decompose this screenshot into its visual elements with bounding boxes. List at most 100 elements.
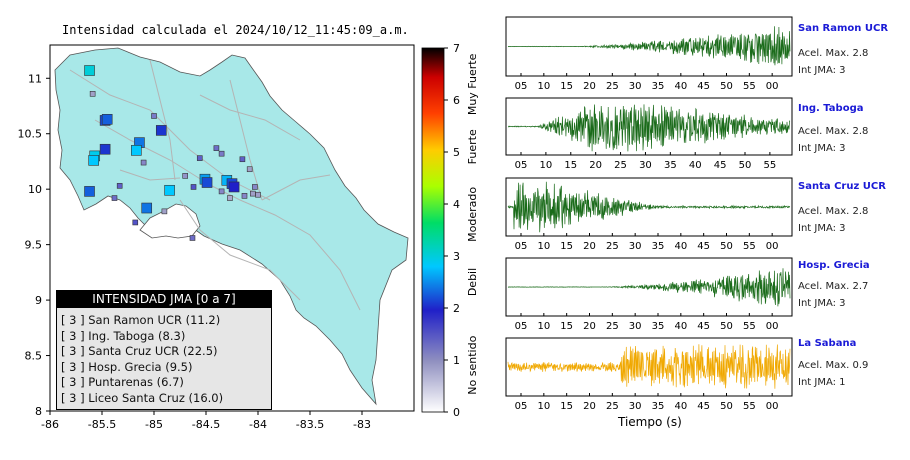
station-marker (161, 208, 168, 215)
time-tick-label: 20 (583, 241, 596, 252)
time-tick-label: 10 (537, 321, 550, 332)
colorbar-tick-label: 2 (453, 302, 460, 315)
x-tick-label: -84 (249, 418, 267, 431)
time-tick-label: 40 (674, 81, 687, 92)
time-tick-label: 05 (515, 241, 528, 252)
y-tick-label: 10.5 (18, 128, 43, 141)
trace-station-name: Santa Cruz UCR (798, 181, 886, 192)
time-tick-label: 30 (629, 401, 642, 412)
trace-panel: 05 10 15 20 25 30 35 40 45 50 55 00 (505, 337, 793, 412)
trace-jma: Int JMA: 1 (798, 377, 846, 388)
station-marker (213, 145, 220, 151)
time-tick-label: 45 (697, 321, 710, 332)
x-tick-label: -85.5 (88, 418, 116, 431)
trace-accel: Acel. Max. 2.7 (798, 281, 869, 292)
time-tick-label: 45 (697, 401, 710, 412)
station-marker (241, 193, 248, 199)
legend-item: [ 3 ] Santa Cruz UCR (22.5) (61, 344, 218, 358)
time-tick-label: 30 (639, 160, 652, 171)
time-tick-label: 15 (564, 160, 577, 171)
road-network (69, 59, 361, 311)
time-tick-label: 55 (743, 241, 756, 252)
time-tick-label: 40 (674, 241, 687, 252)
station-marker (151, 113, 157, 119)
x-tick-label: -83.5 (296, 418, 324, 431)
legend-item: [ 3 ] Liceo Santa Cruz (16.0) (61, 390, 224, 405)
station-marker (252, 184, 258, 190)
time-tick-label: 30 (629, 241, 642, 252)
station-marker (190, 184, 197, 190)
y-tick-label: 8 (35, 405, 42, 418)
map-frame (49, 44, 415, 412)
station-marker (132, 219, 139, 226)
station-marker (218, 150, 225, 157)
time-tick-label: 35 (664, 160, 677, 171)
station-markers (84, 65, 261, 241)
time-tick-label: 20 (583, 401, 596, 412)
station-marker (227, 195, 233, 201)
colorbar-tick-label: 6 (453, 94, 460, 107)
station-marker (88, 155, 99, 166)
colorbar-ticks: 7 6 5 4 3 2 1 0 (444, 42, 460, 419)
station-marker (164, 184, 175, 196)
time-tick-label: 30 (629, 81, 642, 92)
trace-panel: 05 10 15 20 25 30 35 40 45 50 55 00 (505, 177, 793, 252)
time-tick-label: 20 (583, 81, 596, 92)
time-tick-label: 10 (537, 241, 550, 252)
x-tick-label: -84.5 (192, 418, 220, 431)
time-tick-label: 15 (560, 321, 573, 332)
time-tick-label: 25 (614, 160, 627, 171)
time-tick-label: 25 (606, 241, 619, 252)
colorbar-category-label: Muy Fuerte (466, 53, 479, 115)
y-tick-label: 10 (28, 183, 42, 196)
station-marker (218, 188, 225, 195)
time-axis-label: Tiempo (s) (618, 415, 682, 429)
time-tick-label: 15 (560, 401, 573, 412)
time-tick-label: 05 (515, 321, 528, 332)
station-marker (84, 65, 95, 76)
map-layer (54, 47, 409, 406)
time-tick-label: 40 (689, 160, 702, 171)
legend-item: [ 3 ] Hosp. Grecia (9.5) (61, 359, 193, 374)
time-tick-label: 50 (720, 401, 733, 412)
intensity-legend: INTENSIDAD JMA [0 a 7] [ 3 ] San Ramon U… (56, 290, 272, 410)
station-marker (196, 155, 203, 161)
x-axis-ticks: -86 -85.5 -85 -84.5 -84 -83.5 -83 (41, 411, 371, 431)
y-axis-ticks: 11 10.5 10 9.5 9 8.5 8 (18, 72, 50, 418)
time-tick-label: 50 (720, 81, 733, 92)
colorbar-labels: Muy Fuerte Fuerte Moderado Debil No sentido (466, 53, 479, 394)
colorbar (421, 47, 445, 413)
station-marker (111, 195, 118, 201)
legend-title: INTENSIDAD JMA [0 a 7] (57, 291, 271, 308)
time-tick-label: 00 (766, 81, 779, 92)
time-tick-label: 00 (766, 241, 779, 252)
time-tick-label: 55 (764, 160, 777, 171)
time-tick-label: 30 (629, 321, 642, 332)
station-marker (255, 191, 261, 198)
station-marker (246, 166, 253, 173)
time-tick-label: 10 (540, 160, 553, 171)
trace-jma: Int JMA: 3 (798, 223, 846, 234)
time-tick-label: 55 (743, 321, 756, 332)
colorbar-category-label: Debil (466, 268, 479, 296)
colorbar-tick-label: 3 (453, 250, 460, 263)
colorbar-category-label: Moderado (466, 187, 479, 242)
x-tick-label: -85 (145, 418, 163, 431)
trace-accel: Acel. Max. 2.8 (798, 206, 869, 217)
time-tick-label: 05 (515, 401, 528, 412)
trace-station-name: San Ramon UCR (798, 23, 889, 34)
time-tick-label: 55 (743, 401, 756, 412)
waveform (507, 344, 791, 389)
station-marker (99, 143, 111, 155)
trace-accel: Acel. Max. 2.8 (798, 126, 869, 137)
trace-accel: Acel. Max. 0.9 (798, 360, 869, 371)
y-tick-label: 9.5 (25, 239, 43, 252)
station-marker (84, 186, 95, 197)
time-tick-label: 45 (697, 241, 710, 252)
time-tick-label: 50 (720, 241, 733, 252)
y-tick-label: 11 (28, 72, 42, 85)
time-tick-label: 35 (652, 241, 665, 252)
time-tick-label: 00 (766, 321, 779, 332)
y-tick-label: 9 (35, 294, 42, 307)
